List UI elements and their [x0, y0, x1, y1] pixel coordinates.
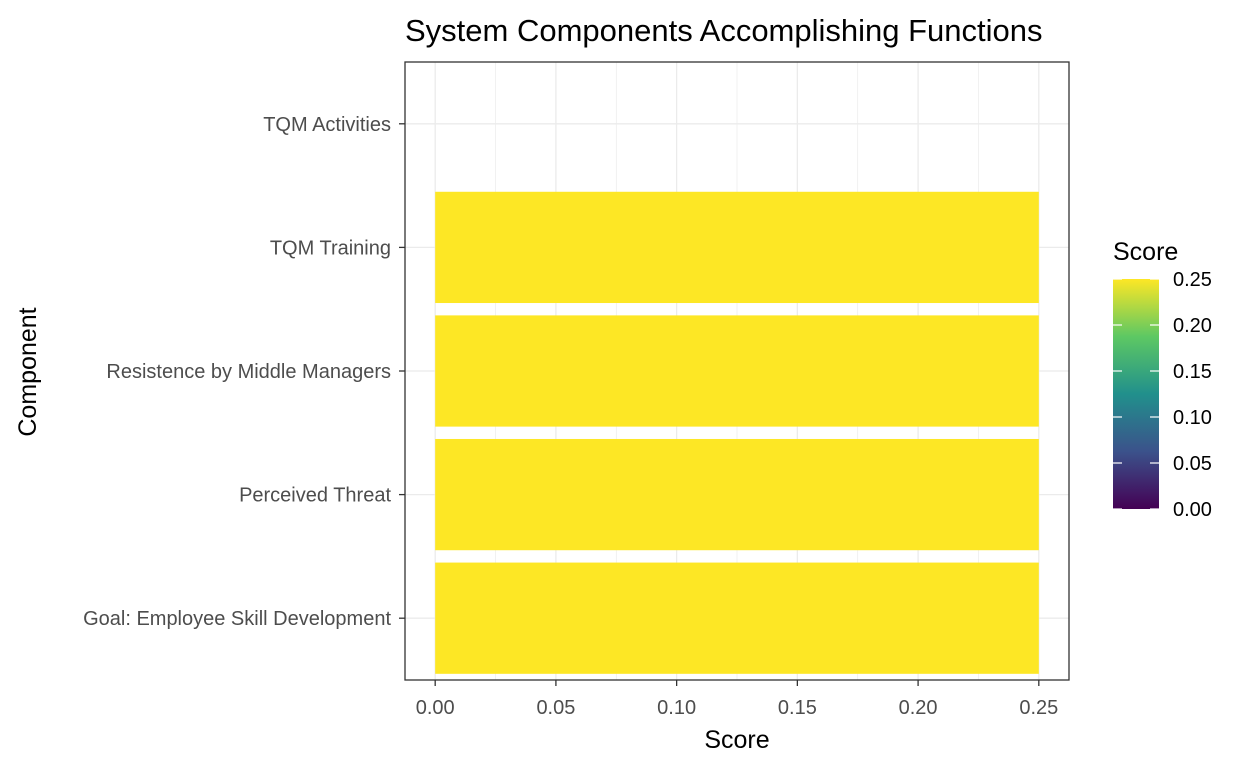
x-tick-label: 0.20: [899, 697, 938, 719]
legend-tick-label: 0.00: [1173, 499, 1212, 521]
x-tick-label: 0.15: [778, 697, 817, 719]
legend: Score 0.00 0.05 0.10 0.15 0.20 0.25: [1113, 238, 1212, 521]
bars: [435, 191, 1039, 674]
colorbar: [1113, 279, 1159, 509]
x-tick-label: 0.00: [416, 697, 455, 719]
legend-tick-label: 0.15: [1173, 361, 1212, 383]
legend-tick-label: 0.20: [1173, 315, 1212, 337]
bar: [435, 438, 1039, 551]
chart-title: System Components Accomplishing Function…: [405, 13, 1043, 48]
y-tick-label: Resistence by Middle Managers: [106, 361, 391, 383]
x-axis: 0.00 0.05 0.10 0.15 0.20 0.25: [416, 680, 1058, 719]
x-axis-title: Score: [704, 726, 769, 754]
legend-title: Score: [1113, 238, 1178, 266]
y-tick-label: Perceived Threat: [239, 485, 391, 507]
y-tick-label: TQM Activities: [263, 114, 391, 136]
legend-tick-label: 0.10: [1173, 407, 1212, 429]
y-tick-label: TQM Training: [270, 237, 391, 259]
legend-tick-label: 0.05: [1173, 453, 1212, 475]
y-axis: Goal: Employee Skill Development Perceive…: [83, 114, 405, 630]
y-axis-title: Component: [14, 307, 42, 436]
legend-tick-label: 0.25: [1173, 269, 1212, 291]
x-tick-label: 0.05: [536, 697, 575, 719]
bar: [435, 562, 1039, 674]
y-tick-label: Goal: Employee Skill Development: [83, 608, 391, 630]
x-tick-label: 0.10: [657, 697, 696, 719]
bar: [435, 315, 1039, 427]
x-tick-label: 0.25: [1019, 697, 1058, 719]
bar: [435, 191, 1039, 304]
